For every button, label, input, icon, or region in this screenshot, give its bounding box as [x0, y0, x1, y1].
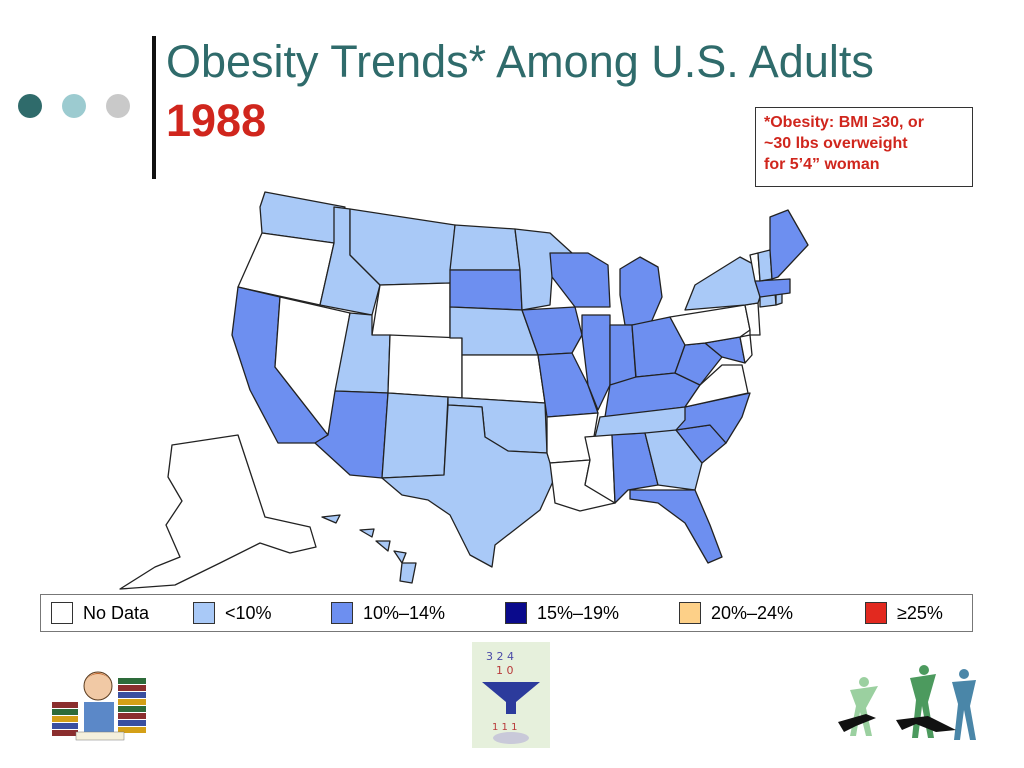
- legend-swatch: [331, 602, 353, 624]
- state-mi: [619, 256, 663, 326]
- legend-swatch: [51, 602, 73, 624]
- legend-label: 15%–19%: [537, 603, 620, 623]
- state-ma: [754, 278, 791, 298]
- state-tx: [381, 404, 556, 568]
- dot-light: [106, 94, 130, 118]
- state-sd: [449, 269, 523, 311]
- slide-year: 1988: [166, 95, 267, 146]
- state-ak: [119, 434, 317, 590]
- legend-swatch: [865, 602, 887, 624]
- state-il: [581, 314, 611, 411]
- svg-text:1 1 1: 1 1 1: [492, 722, 517, 733]
- legend-label: 20%–24%: [711, 603, 794, 623]
- state-ks: [461, 354, 546, 404]
- state-hi: [321, 514, 417, 584]
- state-wi: [549, 252, 611, 308]
- legend-label: ≥25%: [897, 603, 943, 623]
- state-ms: [584, 434, 616, 504]
- state-nm: [381, 392, 449, 479]
- state-fl: [629, 489, 723, 564]
- state-me: [769, 209, 809, 280]
- legend-swatch: [679, 602, 701, 624]
- funnel-of-numbers-image: 3 2 4 1 0 1 1 1: [472, 642, 550, 748]
- svg-text:1 0: 1 0: [496, 664, 514, 677]
- state-mn: [514, 228, 573, 311]
- legend-swatch: [193, 602, 215, 624]
- svg-text:3 2 4: 3 2 4: [486, 650, 514, 663]
- map-legend: No Data <10% 10%–14% 15%–19% 20%–24% ≥25…: [40, 594, 973, 632]
- state-co: [387, 334, 463, 399]
- dot-dark: [18, 94, 42, 118]
- us-obesity-map: [119, 191, 809, 590]
- state-al: [611, 432, 659, 504]
- obesity-footnote: *Obesity: BMI ≥30, or ~30 lbs overweight…: [755, 107, 973, 187]
- state-ia: [521, 306, 583, 356]
- legend-swatch: [505, 602, 527, 624]
- state-wy: [371, 282, 451, 341]
- state-de: [739, 334, 753, 364]
- state-va: [684, 364, 749, 408]
- reader-with-books-image: [52, 671, 146, 741]
- dot-mid: [62, 94, 86, 118]
- legend-label: <10%: [225, 603, 272, 623]
- dancers-silhouettes-image: [838, 665, 976, 740]
- footnote-line: ~30 lbs overweight: [764, 135, 908, 152]
- slide-title: Obesity Trends* Among U.S. Adults: [166, 36, 874, 87]
- legend-label: 10%–14%: [363, 603, 446, 623]
- title-divider: [152, 36, 156, 179]
- state-ny: [684, 256, 761, 311]
- legend-label: No Data: [83, 603, 150, 623]
- state-nd: [449, 224, 521, 271]
- footnote-line: *Obesity: BMI ≥30, or: [764, 114, 924, 131]
- footnote-line: for 5’4” woman: [764, 156, 880, 173]
